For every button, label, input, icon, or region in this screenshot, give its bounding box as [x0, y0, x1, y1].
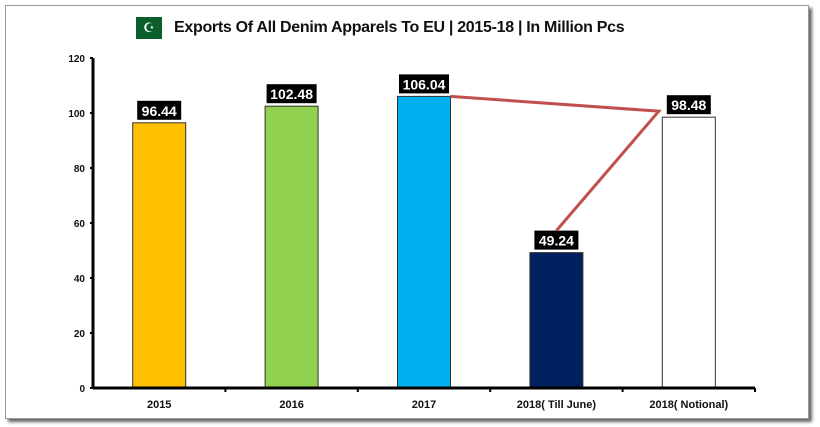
- data-label: 106.04: [403, 76, 446, 92]
- bar: [132, 122, 187, 389]
- x-tick-label: 2018( Till June): [517, 399, 597, 411]
- y-tick-label: 0: [79, 384, 85, 395]
- data-label: 96.44: [142, 103, 177, 119]
- data-label-bg: [266, 84, 317, 104]
- data-label-bg: [399, 74, 449, 94]
- bar: [661, 116, 716, 389]
- y-tick-label: 20: [74, 329, 86, 340]
- y-tick-label: 80: [74, 164, 86, 175]
- data-label: 49.24: [539, 233, 574, 249]
- bar: [264, 105, 319, 389]
- x-tick-label: 2015: [147, 399, 171, 411]
- bar: [529, 252, 584, 389]
- data-label: 98.48: [671, 97, 706, 113]
- data-label: 102.48: [270, 86, 313, 102]
- x-tick-label: 2018( Notional): [649, 399, 728, 411]
- data-label-bg: [534, 230, 579, 250]
- annotation-line: [450, 94, 662, 232]
- data-label-bg: [137, 100, 182, 120]
- y-tick-label: 100: [68, 109, 85, 120]
- x-tick-label: 2017: [412, 399, 436, 411]
- y-tick-label: 60: [74, 219, 86, 230]
- chart-title-text: Exports Of All Denim Apparels To EU | 20…: [174, 19, 625, 36]
- chart-title: ☪ Exports Of All Denim Apparels To EU | …: [136, 14, 625, 42]
- x-tick-label: 2016: [279, 399, 303, 411]
- y-tick-label: 40: [74, 274, 86, 285]
- bar: [397, 95, 451, 389]
- data-label-bg: [666, 95, 711, 115]
- pakistan-flag-icon: ☪: [136, 17, 162, 39]
- y-tick-label: 120: [68, 54, 85, 65]
